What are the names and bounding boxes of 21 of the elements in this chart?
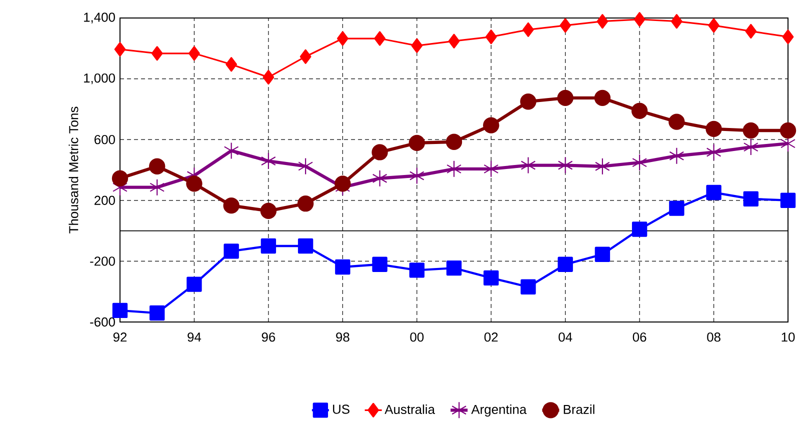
y-tick-label: 1,400 bbox=[84, 12, 115, 24]
y-tick-label: 200 bbox=[94, 196, 115, 205]
legend-label: Brazil bbox=[564, 404, 594, 414]
x-tick-label: 06 bbox=[632, 332, 646, 342]
x-tick-label: 98 bbox=[336, 332, 350, 342]
legend-label: US bbox=[333, 404, 350, 414]
y-axis-title: Thousand Metric Tons bbox=[68, 106, 78, 234]
legend-label: Argentina bbox=[471, 404, 527, 417]
y-tick-label: -600 bbox=[90, 317, 115, 327]
x-tick-label: 02 bbox=[484, 332, 498, 342]
y-tick-label: -200 bbox=[90, 256, 115, 266]
x-tick-label: 10 bbox=[782, 332, 795, 342]
y-tick-label: 1,000 bbox=[84, 73, 115, 84]
x-tick-label: 08 bbox=[707, 332, 720, 342]
x-tick-label: 92 bbox=[113, 332, 127, 342]
x-tick-label: 96 bbox=[262, 332, 276, 342]
y-tick-label: 600 bbox=[94, 135, 115, 144]
x-tick-label: 04 bbox=[558, 332, 572, 342]
legend-label: Australia bbox=[384, 404, 435, 414]
x-tick-label: 94 bbox=[188, 332, 202, 342]
x-tick-label: 00 bbox=[410, 332, 424, 342]
